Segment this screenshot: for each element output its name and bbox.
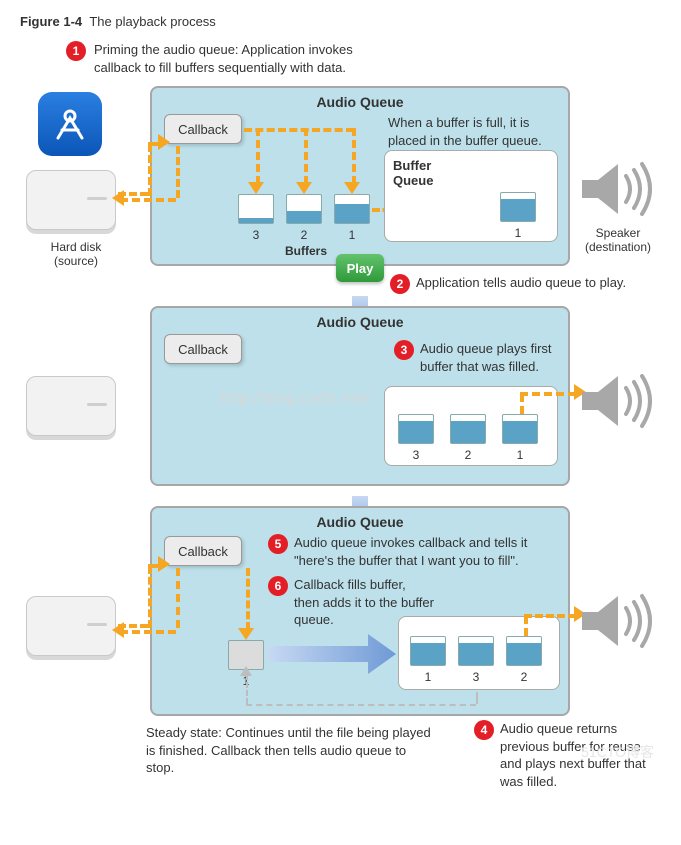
buffer-label: 1 [410, 670, 446, 684]
buffer-label: 3 [458, 670, 494, 684]
audio-queue-title-3: Audio Queue [152, 508, 568, 530]
buffer-queue-title: Buffer Queue [393, 159, 549, 189]
bq2-buffer-3 [398, 414, 434, 444]
step-2-text: Application tells audio queue to play. [416, 274, 626, 292]
step-5-badge: 5 [268, 534, 288, 554]
stage-1: Hard disk (source) Audio Queue Callback … [20, 86, 660, 296]
step-5-text: Audio queue invokes callback and tells i… [294, 534, 554, 569]
callback-box-1: Callback [164, 114, 242, 144]
buffers-label: Buffers [276, 244, 336, 258]
bq1-buffer [500, 192, 536, 222]
buffer-label: 1 [334, 228, 370, 242]
figure-label: Figure 1-4 [20, 14, 82, 29]
stage-2: Audio Queue Callback 3 Audio queue plays… [20, 306, 660, 496]
speaker-icon-3 [576, 586, 656, 656]
hard-disk-icon-2 [26, 376, 116, 436]
buffer-3 [238, 194, 274, 224]
steady-state-text: Steady state: Continues until the file b… [146, 724, 436, 777]
step-1-text: Priming the audio queue: Application inv… [94, 41, 374, 76]
step-3-text: Audio queue plays first buffer that was … [420, 340, 570, 375]
step-1: 1 Priming the audio queue: Application i… [66, 41, 661, 76]
step-2-badge: 2 [390, 274, 410, 294]
play-button[interactable]: Play [336, 254, 384, 282]
callback-box-2: Callback [164, 334, 242, 364]
bq3-buffer-2 [506, 636, 542, 666]
audio-queue-title-2: Audio Queue [152, 308, 568, 330]
bq3-buffer-3 [458, 636, 494, 666]
speaker-label: Speaker (destination) [576, 226, 660, 254]
figure-title-text: The playback process [89, 14, 215, 29]
speaker-icon [576, 154, 656, 224]
bq3-buffer-1 [410, 636, 446, 666]
buffer-label: 2 [450, 448, 486, 462]
step-5: 5 Audio queue invokes callback and tells… [268, 534, 554, 569]
buffer-label: 1 [500, 226, 536, 240]
fill-arrow [268, 632, 398, 676]
app-icon [38, 92, 102, 156]
stage-3: Audio Queue Callback 5 Audio queue invok… [20, 506, 660, 766]
buffer-label: 1 [502, 448, 538, 462]
buffer-label: 2 [286, 228, 322, 242]
hard-disk-icon [26, 170, 116, 230]
buffer-2 [286, 194, 322, 224]
callback-box-3: Callback [164, 536, 242, 566]
hard-disk-label: Hard disk (source) [36, 240, 116, 268]
step-1-badge: 1 [66, 41, 86, 61]
buffer-label: 2 [506, 670, 542, 684]
watermark-corner: 51CTO博客 [581, 742, 654, 762]
step-2: 2 Application tells audio queue to play. [390, 274, 626, 294]
bq2-buffer-1 [502, 414, 538, 444]
step-4-badge: 4 [474, 720, 494, 740]
buffer-label: 3 [238, 228, 274, 242]
step-3: 3 Audio queue plays first buffer that wa… [394, 340, 570, 375]
step-3-badge: 3 [394, 340, 414, 360]
figure-title: Figure 1-4 The playback process [20, 14, 661, 29]
audio-queue-title-1: Audio Queue [152, 88, 568, 110]
buffer-1 [334, 194, 370, 224]
speaker-icon-2 [576, 366, 656, 436]
buffer-full-hint: When a buffer is full, it is placed in t… [388, 114, 558, 149]
bq2-buffer-2 [450, 414, 486, 444]
buffer-label: 3 [398, 448, 434, 462]
hard-disk-icon-3 [26, 596, 116, 656]
watermark-url: http://blog.csdn.net/ [220, 390, 370, 408]
step-6-badge: 6 [268, 576, 288, 596]
